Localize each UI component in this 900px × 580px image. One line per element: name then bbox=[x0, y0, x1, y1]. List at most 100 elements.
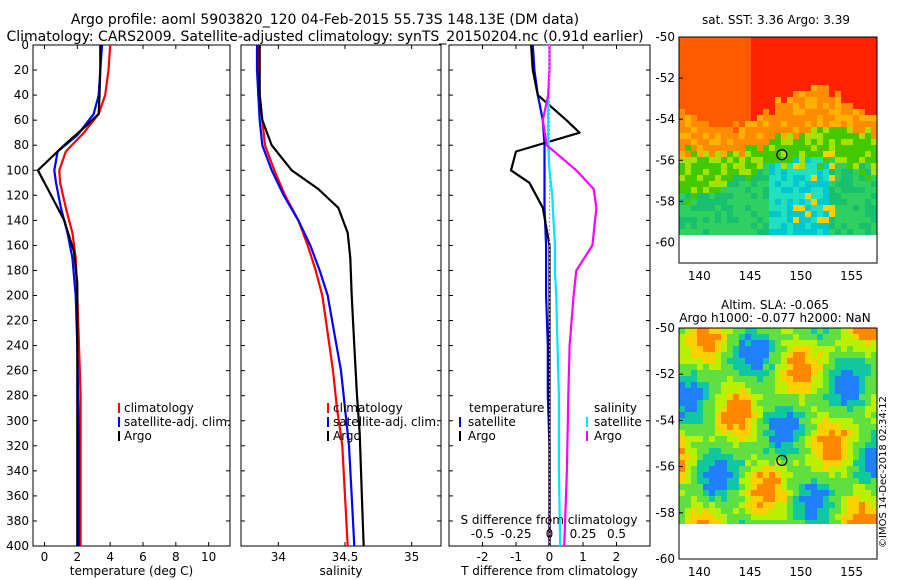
map-cell bbox=[691, 67, 697, 73]
map-cell bbox=[823, 460, 829, 466]
map-cell bbox=[853, 430, 859, 436]
map-cell bbox=[841, 412, 847, 418]
map-cell bbox=[685, 79, 691, 85]
map-cell bbox=[691, 145, 697, 151]
map-cell bbox=[823, 334, 829, 340]
map-cell bbox=[685, 55, 691, 61]
map-cell bbox=[715, 394, 721, 400]
map-cell bbox=[739, 340, 745, 346]
map-cell bbox=[787, 364, 793, 370]
map-cell bbox=[709, 436, 715, 442]
map-cell bbox=[775, 157, 781, 163]
map-cell bbox=[811, 496, 817, 502]
map-cell bbox=[799, 163, 805, 169]
map-cell bbox=[859, 490, 865, 496]
map-cell bbox=[793, 328, 799, 334]
map-cell bbox=[697, 340, 703, 346]
map-cell bbox=[703, 187, 709, 193]
map-cell bbox=[775, 412, 781, 418]
map-cell bbox=[835, 406, 841, 412]
map-cell bbox=[745, 109, 751, 115]
map-cell bbox=[847, 61, 853, 67]
map-cell bbox=[817, 484, 823, 490]
map-cell bbox=[859, 328, 865, 334]
map-cell bbox=[763, 334, 769, 340]
map-cell bbox=[865, 175, 871, 181]
map-cell bbox=[865, 382, 871, 388]
map-cell bbox=[799, 91, 805, 97]
map-cell bbox=[763, 382, 769, 388]
map-cell bbox=[817, 121, 823, 127]
map-cell bbox=[787, 211, 793, 217]
map-cell bbox=[835, 43, 841, 49]
map-cell bbox=[847, 127, 853, 133]
map-cell bbox=[715, 205, 721, 211]
map-cell bbox=[805, 508, 811, 514]
map-cell bbox=[685, 472, 691, 478]
map-cell bbox=[697, 139, 703, 145]
map-cell bbox=[793, 145, 799, 151]
map-cell bbox=[841, 376, 847, 382]
map-cell bbox=[847, 520, 853, 524]
map-cell bbox=[847, 175, 853, 181]
map-cell bbox=[769, 334, 775, 340]
map-cell bbox=[847, 508, 853, 514]
map-cell bbox=[793, 400, 799, 406]
map-title: Altim. SLA: -0.065 bbox=[721, 298, 829, 312]
map-cell bbox=[799, 61, 805, 67]
map-cell bbox=[799, 85, 805, 91]
map-cell bbox=[793, 508, 799, 514]
map-cell bbox=[751, 157, 757, 163]
map-cell bbox=[811, 466, 817, 472]
map-cell bbox=[799, 358, 805, 364]
map-cell bbox=[703, 139, 709, 145]
map-cell bbox=[823, 37, 829, 43]
map-cell bbox=[745, 37, 751, 43]
map-cell bbox=[691, 520, 697, 524]
map-cell bbox=[763, 406, 769, 412]
map-cell bbox=[739, 79, 745, 85]
map-cell bbox=[733, 484, 739, 490]
map-cell bbox=[793, 346, 799, 352]
map-cell bbox=[727, 442, 733, 448]
map-cell bbox=[817, 508, 823, 514]
map-cell bbox=[865, 181, 871, 187]
map-cell bbox=[811, 61, 817, 67]
map-cell bbox=[823, 448, 829, 454]
map-cell bbox=[769, 37, 775, 43]
map-cell bbox=[727, 466, 733, 472]
map-cell bbox=[817, 49, 823, 55]
map-cell bbox=[793, 97, 799, 103]
map-cell bbox=[823, 127, 829, 133]
map-cell bbox=[829, 418, 835, 424]
map-cell bbox=[745, 43, 751, 49]
map-cell bbox=[745, 418, 751, 424]
map-cell bbox=[691, 205, 697, 211]
map-cell bbox=[793, 520, 799, 524]
map-cell bbox=[697, 352, 703, 358]
series-line-s-satellite bbox=[547, 45, 562, 546]
map-cell bbox=[823, 352, 829, 358]
map-cell bbox=[679, 139, 685, 145]
map-cell bbox=[679, 121, 685, 127]
map-cell bbox=[715, 145, 721, 151]
map-cell bbox=[715, 163, 721, 169]
map-cell bbox=[739, 91, 745, 97]
map-cell bbox=[751, 229, 757, 235]
map-cell bbox=[811, 460, 817, 466]
map-cell bbox=[763, 157, 769, 163]
map-cell bbox=[871, 229, 877, 235]
map-cell bbox=[703, 175, 709, 181]
map-cell bbox=[835, 388, 841, 394]
map-cell bbox=[793, 490, 799, 496]
map-cell bbox=[763, 460, 769, 466]
map-cell bbox=[721, 448, 727, 454]
map-cell bbox=[697, 388, 703, 394]
map-cell bbox=[823, 133, 829, 139]
map-cell bbox=[823, 484, 829, 490]
map-cell bbox=[733, 97, 739, 103]
map-cell bbox=[703, 376, 709, 382]
map-cell bbox=[691, 157, 697, 163]
map-cell bbox=[775, 55, 781, 61]
map-cell bbox=[769, 454, 775, 460]
